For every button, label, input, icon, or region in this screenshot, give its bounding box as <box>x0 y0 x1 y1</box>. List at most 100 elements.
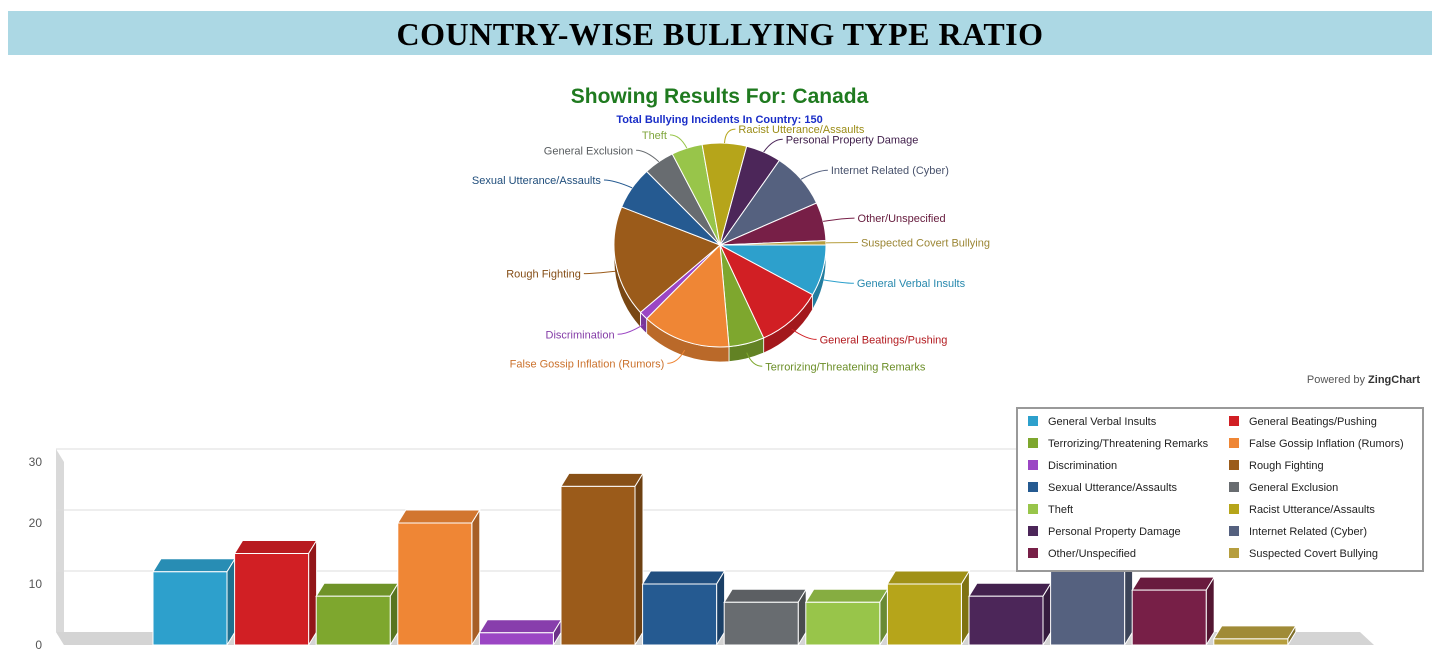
bar-front <box>642 583 718 646</box>
legend-swatch <box>1028 438 1038 448</box>
powered-by[interactable]: Powered by ZingChart <box>1280 374 1420 386</box>
bar-front <box>1050 565 1126 646</box>
legend-item-suspected-covert-bullying[interactable]: Suspected Covert Bullying <box>1229 548 1378 560</box>
bar-suspected-covert-bullying[interactable] <box>1212 624 1297 647</box>
bar-front <box>234 553 310 646</box>
bar-racist-utterance-assaults[interactable] <box>886 569 971 647</box>
bar-top <box>560 472 644 487</box>
bar-top <box>233 540 318 554</box>
pie-leader-line <box>746 352 763 367</box>
bar-general-beatings-pushing[interactable] <box>233 538 318 647</box>
legend-label: Sexual Utterance/Assaults <box>1048 482 1178 494</box>
bar-side <box>471 508 481 647</box>
legend-swatch <box>1028 548 1038 558</box>
bar-front <box>805 601 881 646</box>
legend-item-internet-related-cyber[interactable]: Internet Related (Cyber) <box>1229 526 1367 538</box>
legend-item-general-beatings-pushing[interactable]: General Beatings/Pushing <box>1229 416 1377 428</box>
y-tick-label: 0 <box>35 638 42 652</box>
bar-false-gossip-inflation-rumors[interactable] <box>396 508 481 647</box>
legend-item-racist-utterance-assaults[interactable]: Racist Utterance/Assaults <box>1229 504 1375 516</box>
legend-item-terrorizing-threatening-remarks[interactable]: Terrorizing/Threatening Remarks <box>1028 438 1208 450</box>
pie-label-general-exclusion: General Exclusion <box>544 145 633 157</box>
results-heading: Showing Results For: Canada <box>570 85 869 108</box>
zingchart-link[interactable]: ZingChart <box>1368 374 1420 386</box>
pie-label-racist-utterance-assaults: Racist Utterance/Assaults <box>738 124 864 136</box>
bar-top <box>723 588 808 603</box>
bar-side <box>960 569 970 647</box>
pie-leader-line <box>617 324 644 335</box>
bar-front <box>1131 589 1207 646</box>
legend-item-general-verbal-insults[interactable]: General Verbal Insults <box>1028 416 1156 428</box>
pie-label-terrorizing-threatening-remarks: Terrorizing/Threatening Remarks <box>765 361 926 373</box>
pie-leader-line <box>636 149 660 163</box>
y-tick-label: 30 <box>29 455 43 469</box>
bar-front <box>478 632 554 646</box>
bar-discrimination[interactable] <box>478 618 563 647</box>
bar-front <box>723 601 799 646</box>
legend-item-personal-property-damage[interactable]: Personal Property Damage <box>1028 526 1181 538</box>
bar-rough-fighting[interactable] <box>560 471 644 647</box>
legend-swatch <box>1229 482 1239 492</box>
legend-label: General Exclusion <box>1249 482 1339 494</box>
bar-sexual-utterance-assaults[interactable] <box>641 569 726 647</box>
legend-swatch <box>1028 460 1038 470</box>
bar-front <box>152 571 228 646</box>
legend-label: Terrorizing/Threatening Remarks <box>1048 438 1209 450</box>
pie-slice-rough-fighting[interactable] <box>613 206 721 314</box>
bar-general-exclusion[interactable] <box>723 587 808 647</box>
legend-swatch <box>1229 438 1239 448</box>
legend-swatch <box>1229 416 1239 426</box>
pie-label-personal-property-damage: Personal Property Damage <box>786 134 919 146</box>
bar-top <box>1212 625 1297 640</box>
pie-slices <box>613 142 827 348</box>
pie-label-internet-related-cyber: Internet Related (Cyber) <box>831 165 949 177</box>
pie-leader-line <box>583 270 616 275</box>
pie-leader-line <box>724 128 736 144</box>
legend-item-other-unspecified[interactable]: Other/Unspecified <box>1028 548 1136 560</box>
pie-leader-line <box>669 134 688 149</box>
bar-top <box>968 582 1052 597</box>
legend-item-rough-fighting[interactable]: Rough Fighting <box>1229 460 1324 472</box>
bar-side <box>308 538 318 647</box>
legend-label: Rough Fighting <box>1249 460 1324 472</box>
bar-general-verbal-insults[interactable] <box>152 557 236 647</box>
bar-terrorizing-threatening-remarks[interactable] <box>315 581 400 647</box>
bar-other-unspecified[interactable] <box>1131 575 1216 647</box>
pie-label-theft: Theft <box>642 130 667 142</box>
pie-leader-line <box>791 328 817 340</box>
bar-side <box>226 557 236 647</box>
legend-swatch <box>1028 482 1038 492</box>
legend-label: Internet Related (Cyber) <box>1249 526 1367 538</box>
bar-front <box>1213 638 1289 646</box>
legend-swatch <box>1229 526 1239 536</box>
legend-item-false-gossip-inflation-rumors[interactable]: False Gossip Inflation (Rumors) <box>1229 438 1404 450</box>
legend-label: General Beatings/Pushing <box>1249 416 1377 428</box>
legend-swatch <box>1229 548 1239 558</box>
legend-item-general-exclusion[interactable]: General Exclusion <box>1229 482 1338 494</box>
bar-top <box>315 582 400 597</box>
bar-front <box>397 522 473 646</box>
page-title: COUNTRY-WISE BULLYING TYPE RATIO <box>396 16 1044 52</box>
bar-front <box>968 595 1044 646</box>
pie-slice-false-gossip-inflation-rumors[interactable] <box>645 243 730 348</box>
bar-personal-property-damage[interactable] <box>968 581 1052 647</box>
y-tick-label: 20 <box>29 516 43 530</box>
legend-label: Theft <box>1048 504 1074 516</box>
legend-swatch <box>1229 504 1239 514</box>
bar-theft[interactable] <box>804 587 889 647</box>
legend-item-discrimination[interactable]: Discrimination <box>1028 460 1117 472</box>
pie-slice-suspected-covert-bullying[interactable] <box>719 240 827 246</box>
bar-top <box>152 558 236 573</box>
page-header: COUNTRY-WISE BULLYING TYPE RATIO <box>8 11 1432 55</box>
pie-label-general-beatings-pushing: General Beatings/Pushing <box>820 334 948 346</box>
legend-label: Racist Utterance/Assaults <box>1249 504 1375 516</box>
legend-label: Discrimination <box>1048 460 1118 472</box>
pie-leader-line <box>667 349 686 364</box>
pie-label-other-unspecified: Other/Unspecified <box>858 213 946 225</box>
pie-leader-line <box>822 279 854 284</box>
bar-side <box>716 569 726 647</box>
legend-item-theft[interactable]: Theft <box>1028 504 1073 516</box>
powered-by-prefix: Powered by <box>1306 374 1365 386</box>
legend-item-sexual-utterance-assaults[interactable]: Sexual Utterance/Assaults <box>1028 482 1177 494</box>
bar-top <box>641 570 726 585</box>
